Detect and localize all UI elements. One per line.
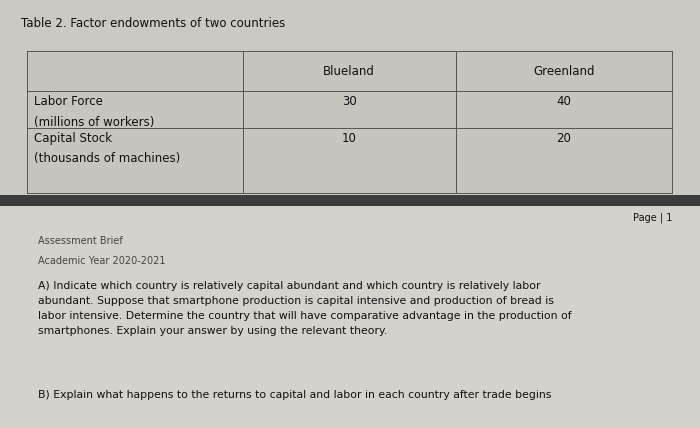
Text: Table 2. Factor endowments of two countries: Table 2. Factor endowments of two countr… <box>21 17 286 30</box>
Text: B) Explain what happens to the returns to capital and labor in each country afte: B) Explain what happens to the returns t… <box>38 390 552 400</box>
Bar <box>0 206 700 428</box>
Bar <box>27 51 672 193</box>
Text: 10: 10 <box>342 132 357 145</box>
Bar <box>0 195 700 206</box>
Text: 40: 40 <box>556 95 571 108</box>
Text: Page | 1: Page | 1 <box>633 213 672 223</box>
Text: Assessment Brief: Assessment Brief <box>38 236 123 246</box>
Text: Academic Year 2020-2021: Academic Year 2020-2021 <box>38 256 166 265</box>
Text: 30: 30 <box>342 95 357 108</box>
Text: 20: 20 <box>556 132 571 145</box>
Text: Labor Force: Labor Force <box>34 95 102 108</box>
Text: Blueland: Blueland <box>323 65 375 77</box>
Text: (thousands of machines): (thousands of machines) <box>34 152 180 166</box>
Text: Capital Stock: Capital Stock <box>34 132 111 145</box>
Text: Greenland: Greenland <box>533 65 594 77</box>
Text: (millions of workers): (millions of workers) <box>34 116 154 129</box>
Text: A) Indicate which country is relatively capital abundant and which country is re: A) Indicate which country is relatively … <box>38 281 572 336</box>
